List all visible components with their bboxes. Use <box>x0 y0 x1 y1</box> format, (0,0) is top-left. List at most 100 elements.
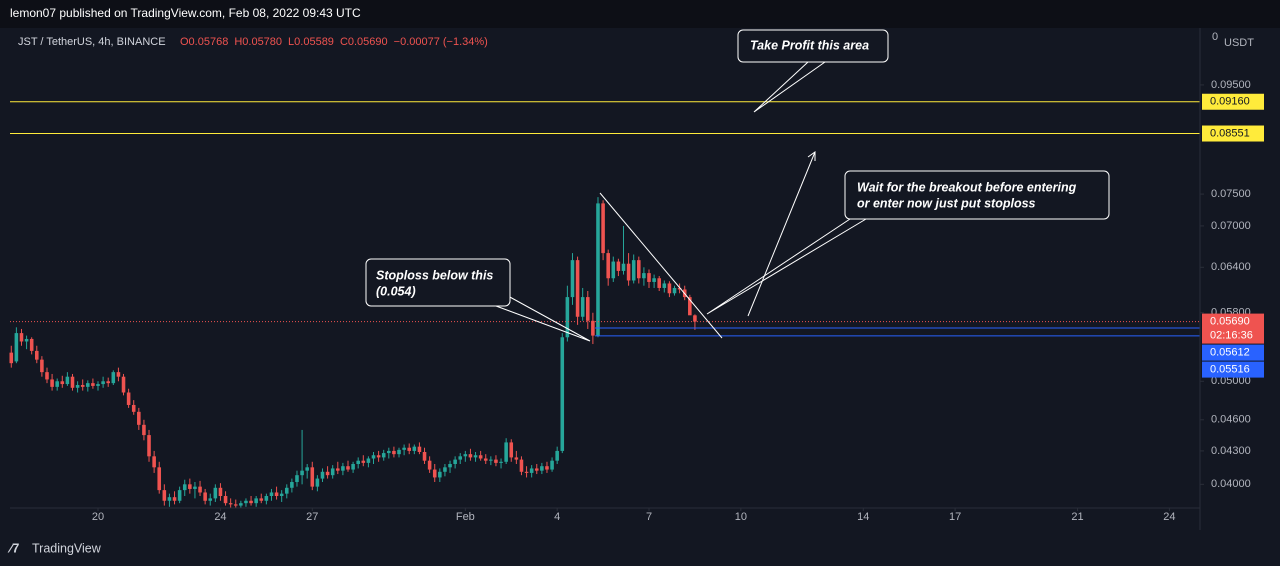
candle-body <box>45 372 49 380</box>
candle-body <box>509 442 514 458</box>
candle-body <box>448 463 452 468</box>
candle-body <box>366 458 371 463</box>
candle-body <box>70 376 75 388</box>
x-tick-label: 7 <box>646 511 652 523</box>
candle-body <box>351 463 355 470</box>
candle-body <box>228 503 233 505</box>
candle-body <box>392 450 396 455</box>
symbol: JST / TetherUS, 4h, BINANCE <box>18 36 166 48</box>
candle-body <box>121 376 126 393</box>
candle-body <box>172 497 177 501</box>
candle-body <box>111 372 116 384</box>
candle-body <box>193 486 197 489</box>
candle-body <box>371 455 376 459</box>
candle-body <box>346 466 350 470</box>
price-tag-label: 0.05690 <box>1210 316 1250 328</box>
candle-body <box>233 504 238 506</box>
candle-body <box>244 500 248 504</box>
candle-body <box>458 456 463 460</box>
footer: ⁄7 TradingView <box>7 540 102 555</box>
drawings <box>495 61 867 342</box>
candle-body <box>560 337 565 451</box>
candle-body <box>550 460 554 470</box>
y-tick-label: 0.07500 <box>1211 188 1251 200</box>
callout-text: Stoploss below this <box>376 268 493 282</box>
brand: TradingView <box>32 541 102 555</box>
candle-body <box>412 446 417 451</box>
candle-body <box>621 263 626 271</box>
ohlc-value: −0.00077 (−1.34%) <box>394 36 488 48</box>
callout-box <box>737 29 889 63</box>
candle-body <box>126 392 131 405</box>
candle-body <box>249 500 253 504</box>
candle-body <box>402 447 406 450</box>
candle-body <box>570 260 575 298</box>
top-bar <box>0 0 1280 28</box>
callout-box <box>365 258 511 307</box>
callout-text: Take Profit this area <box>750 38 869 52</box>
candle-body <box>494 459 498 463</box>
candle-body <box>417 446 422 452</box>
price-tag <box>1202 125 1264 142</box>
candle-body <box>223 496 228 504</box>
candle-body <box>336 468 340 471</box>
candle-body <box>642 273 646 279</box>
candle-body <box>606 253 610 279</box>
candle-body <box>208 498 213 501</box>
candle-body <box>529 468 534 473</box>
candle-body <box>75 384 80 388</box>
candle-body <box>157 467 162 491</box>
x-tick-label: Feb <box>456 511 475 523</box>
x-tick-label: 24 <box>214 511 226 523</box>
candle-body <box>662 283 667 288</box>
candle-body <box>361 460 366 463</box>
candle-body <box>142 424 146 436</box>
countdown: 02:16:36 <box>1210 330 1253 342</box>
candle-body <box>218 487 223 497</box>
arrow <box>747 151 816 317</box>
candle-body <box>101 381 105 385</box>
logo-mark: ⁄7 <box>7 540 19 555</box>
candle-body <box>432 469 437 478</box>
candle-body <box>575 260 580 317</box>
candle-body <box>91 383 95 386</box>
x-tick-label: 24 <box>1163 511 1175 523</box>
ohlc-value: L0.05589 <box>288 36 334 48</box>
x-tick-label: 10 <box>735 511 747 523</box>
candle-body <box>443 467 447 472</box>
callout-text: (0.054) <box>376 284 416 298</box>
candle-body <box>305 467 309 471</box>
candle-body <box>131 404 136 412</box>
candle-body <box>585 297 590 321</box>
candle-body <box>14 333 19 362</box>
y-tick-label: 0.06400 <box>1211 261 1251 273</box>
candle-body <box>300 470 304 476</box>
candle-body <box>483 458 488 461</box>
y-tick-label: 0.05000 <box>1211 375 1251 387</box>
axis-zero-clip: 0 <box>1212 31 1218 43</box>
candle-body <box>269 492 274 497</box>
candle-body <box>427 460 432 470</box>
ohlc-value: C0.05690 <box>340 36 388 48</box>
candle-body <box>320 471 325 479</box>
candle-body <box>55 381 59 387</box>
callout-text: or enter now just put stoploss <box>857 196 1036 210</box>
ohlc: O0.05768 H0.05780 L0.05589 C0.05690 −0.00077… <box>180 36 488 48</box>
candle-body <box>540 466 544 471</box>
candle-body <box>591 320 595 336</box>
x-tick-label: 17 <box>949 511 961 523</box>
candle-body <box>325 471 330 476</box>
candle-body <box>667 283 672 294</box>
candle-body <box>611 261 616 279</box>
callout-tail <box>495 295 591 342</box>
callout-tail <box>706 218 867 315</box>
candle-body <box>177 490 182 501</box>
candle-body <box>545 466 549 470</box>
candle-body <box>580 297 585 317</box>
candle-body <box>254 498 258 504</box>
callout-tail <box>753 61 826 113</box>
x-tick-label: 20 <box>92 511 104 523</box>
candle-body <box>116 372 121 377</box>
candle-body <box>381 453 386 458</box>
